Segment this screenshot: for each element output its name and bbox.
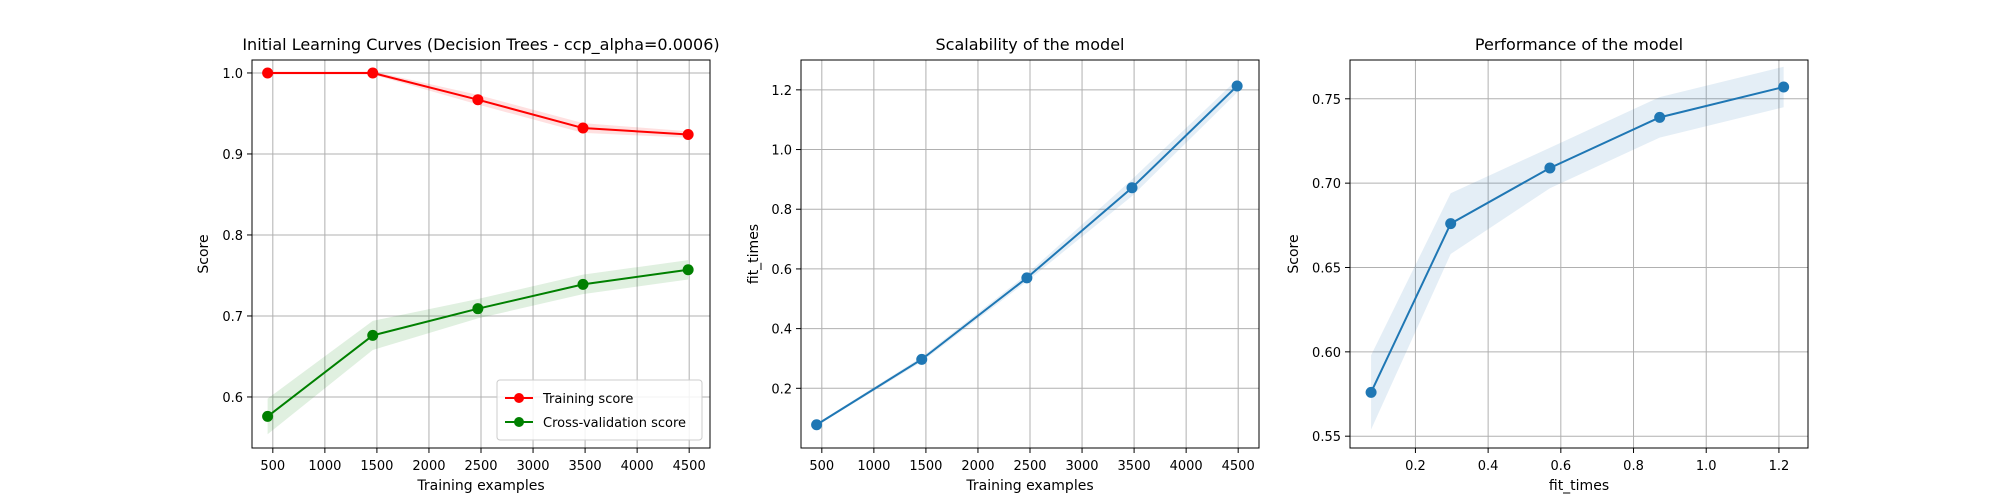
- y-tick-label: 1.2: [771, 84, 792, 99]
- chart-panel-1: 500 1000 1500 2000 2500 3000 3500 4000 4500 0.6 0.…: [196, 35, 720, 494]
- y-tick-label: 0.6: [222, 391, 243, 406]
- legend-box: [496, 379, 703, 441]
- x-tick-label: 2000: [961, 459, 994, 474]
- x-tick-label: 2500: [464, 459, 497, 474]
- series-line: [816, 85, 1238, 426]
- y-tick-label: 0.4: [771, 323, 792, 338]
- data-point: [1021, 272, 1033, 284]
- y-tick-label: 0.8: [222, 229, 243, 244]
- y-tick-label: 0.8: [771, 203, 792, 218]
- x-tick-label: 4500: [1222, 459, 1255, 474]
- y-tick-label: 0.9: [222, 148, 243, 163]
- series-band: [816, 79, 1238, 426]
- chart-title: Initial Learning Curves (Decision Trees …: [242, 35, 719, 55]
- data-point: [1126, 182, 1138, 194]
- x-tick-label: 4500: [673, 459, 706, 474]
- data-point: [1445, 218, 1457, 230]
- data-point: [262, 67, 274, 79]
- x-tick-label: 3500: [569, 459, 602, 474]
- legend-label: Training score: [542, 392, 633, 407]
- x-tick-label: 1500: [360, 459, 393, 474]
- data-point: [1778, 81, 1790, 93]
- chart-title: Performance of the model: [1475, 35, 1683, 54]
- x-tick-label: 4000: [621, 459, 654, 474]
- x-axis-label: Training examples: [416, 478, 544, 494]
- y-tick-label: 0.2: [771, 382, 792, 397]
- x-tick-label: 3000: [1065, 459, 1098, 474]
- data-point: [262, 410, 274, 422]
- y-tick-label: 0.60: [1312, 346, 1341, 361]
- chart-title: Scalability of the model: [936, 35, 1125, 54]
- chart-panel-2: 500 1000 1500 2000 2500 3000 3500 4000 4500 0.2 0.…: [746, 35, 1260, 494]
- y-axis-label: Score: [196, 234, 212, 273]
- data-point: [1231, 80, 1243, 92]
- data-point: [367, 67, 379, 79]
- data-point: [1365, 386, 1377, 398]
- y-tick-label: 0.70: [1312, 177, 1341, 192]
- data-point: [577, 122, 589, 134]
- data-point: [472, 303, 484, 315]
- legend-marker: [514, 417, 524, 427]
- y-tick-label: 0.55: [1312, 430, 1341, 445]
- data-point: [1544, 162, 1556, 174]
- x-tick-label: 500: [260, 459, 285, 474]
- series-band: [1371, 66, 1784, 430]
- x-tick-label: 3500: [1118, 459, 1151, 474]
- x-tick-label: 1000: [308, 459, 341, 474]
- data-point: [682, 129, 694, 141]
- axes-frame: [1349, 59, 1809, 449]
- x-tick-label: 0.2: [1405, 459, 1426, 474]
- x-tick-label: 1.2: [1769, 459, 1790, 474]
- data-point: [577, 278, 589, 290]
- data-point: [1654, 111, 1666, 123]
- x-tick-label: 1.0: [1696, 459, 1717, 474]
- x-tick-label: 3000: [516, 459, 549, 474]
- x-tick-label: 1500: [909, 459, 942, 474]
- y-tick-label: 1.0: [222, 67, 243, 82]
- x-tick-label: 0.6: [1550, 459, 1571, 474]
- x-tick-label: 4000: [1170, 459, 1203, 474]
- legend: Training score Cross-validation score: [496, 379, 703, 441]
- x-tick-label: 1000: [857, 459, 890, 474]
- y-tick-label: 0.6: [771, 263, 792, 278]
- x-axis-label: fit_times: [1549, 478, 1609, 494]
- data-point: [367, 329, 379, 341]
- x-tick-label: 0.8: [1623, 459, 1644, 474]
- data-point: [811, 419, 823, 431]
- chart-panel-3: 0.2 0.4 0.6 0.8 1.0 1.2 0.55 0.60 0.65 0.70 0.75 Pe…: [1286, 35, 1809, 494]
- data-point: [916, 353, 928, 365]
- legend-label: Cross-validation score: [543, 416, 686, 431]
- x-tick-label: 500: [809, 459, 834, 474]
- data-point: [472, 94, 484, 106]
- x-tick-label: 2000: [412, 459, 445, 474]
- series-band: [267, 260, 689, 435]
- y-tick-label: 0.65: [1312, 261, 1341, 276]
- x-axis-label: Training examples: [965, 478, 1093, 494]
- y-tick-label: 1.0: [771, 144, 792, 159]
- data-point: [682, 264, 694, 276]
- x-tick-label: 2500: [1013, 459, 1046, 474]
- x-tick-label: 0.4: [1478, 459, 1499, 474]
- y-tick-label: 0.7: [222, 310, 243, 325]
- legend-marker: [514, 393, 524, 403]
- y-axis-label: fit_times: [746, 224, 762, 284]
- y-tick-label: 0.75: [1312, 93, 1341, 108]
- y-axis-label: Score: [1286, 234, 1302, 273]
